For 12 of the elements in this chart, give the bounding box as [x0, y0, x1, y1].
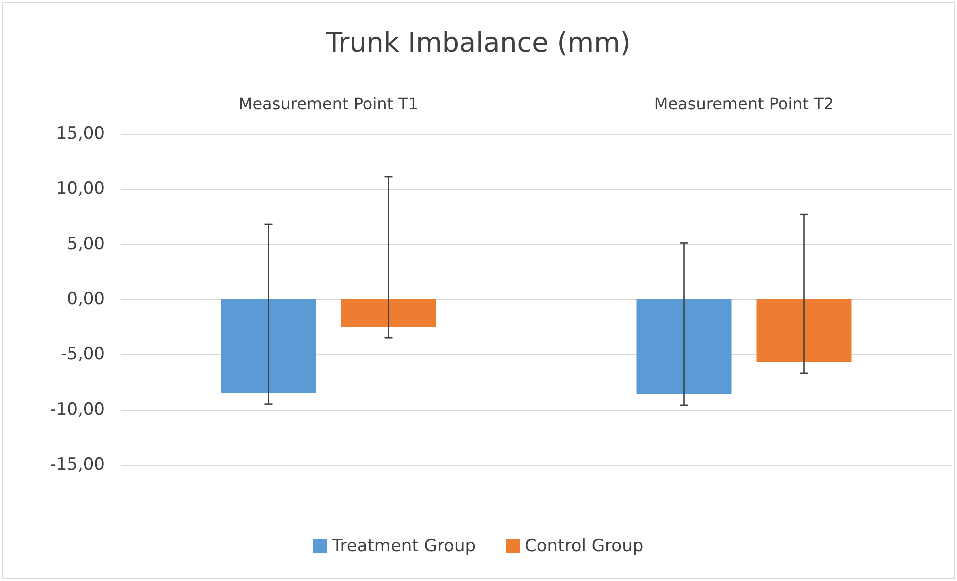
y-tick-label: 0,00	[67, 290, 105, 310]
y-tick-label: -15,00	[50, 455, 105, 475]
legend-label: Control Group	[525, 536, 644, 556]
chart-title: Trunk Imbalance (mm)	[325, 28, 631, 59]
legend-label: Treatment Group	[331, 536, 476, 556]
y-tick-label: 10,00	[56, 179, 105, 200]
x-tick-label: Measurement Point T1	[238, 94, 419, 114]
y-tick-label: -10,00	[50, 400, 105, 420]
y-tick-label: -5,00	[61, 344, 105, 365]
y-tick-label: 15,00	[56, 124, 105, 144]
x-tick-label: Measurement Point T2	[654, 94, 834, 114]
y-tick-label: 5,00	[67, 234, 105, 254]
